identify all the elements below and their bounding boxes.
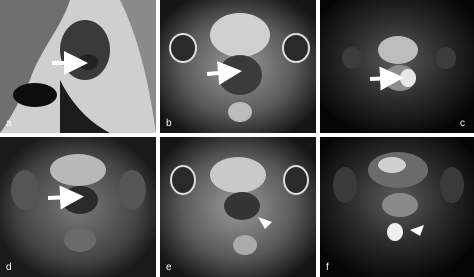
panel-label: b (166, 118, 172, 129)
panel-f: f (320, 137, 474, 277)
panel-a: a (0, 0, 156, 133)
panel-c: c (320, 0, 474, 133)
panel-d: d (0, 137, 156, 277)
panel-label: f (326, 262, 329, 273)
panel-label: e (166, 262, 172, 273)
panel-label: c (460, 118, 465, 129)
panel-label: d (6, 262, 12, 273)
panel-b: b (160, 0, 316, 133)
panel-label: a (6, 118, 12, 129)
panel-e: e (160, 137, 316, 277)
